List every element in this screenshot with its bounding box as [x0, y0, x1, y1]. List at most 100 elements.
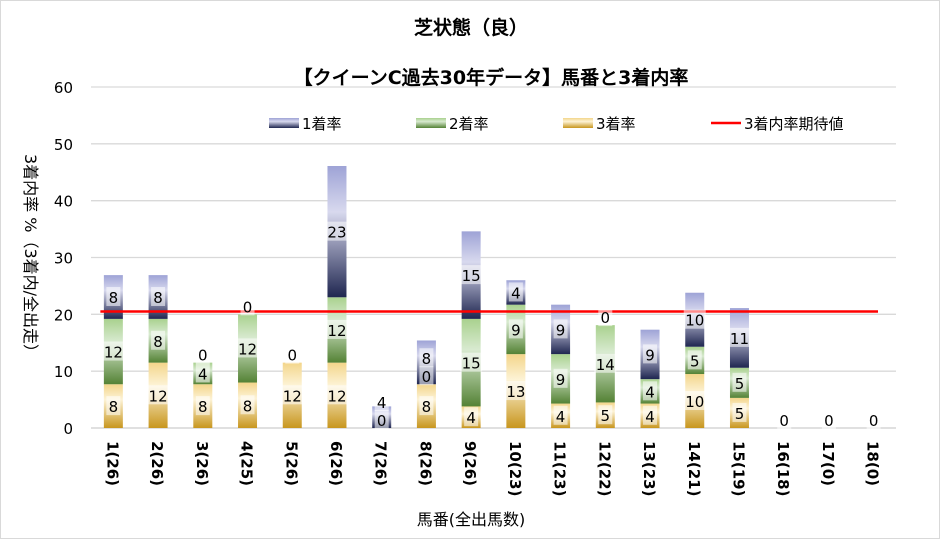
data-label: 8	[422, 398, 432, 416]
data-label: 0	[869, 412, 879, 430]
data-label: 0	[824, 412, 834, 430]
data-label: 8	[243, 397, 253, 415]
data-label-bg	[777, 410, 792, 429]
data-label-bg	[151, 330, 166, 350]
data-label-bg	[821, 410, 836, 429]
data-label: 12	[149, 387, 168, 405]
data-label-bg	[195, 344, 210, 364]
y-axis-label: 3着内率 %（3着内/全出走）	[21, 154, 40, 360]
data-label: 0	[779, 412, 789, 430]
data-label-bg	[281, 385, 304, 405]
data-label-bg	[687, 350, 702, 370]
data-label: 10	[685, 393, 704, 411]
data-label-bg	[643, 381, 658, 401]
data-label: 0	[422, 368, 432, 386]
data-label: 0	[243, 298, 253, 316]
data-label: 9	[556, 321, 566, 339]
legend-label: 3着率	[596, 115, 636, 133]
data-label: 12	[327, 387, 346, 405]
data-label: 9	[645, 346, 655, 364]
data-label-bg	[236, 338, 259, 358]
data-label: 9	[556, 371, 566, 389]
data-label: 5	[735, 405, 745, 423]
data-label-bg	[419, 396, 434, 416]
data-label: 5	[735, 375, 745, 393]
chart-subtitle: 【クイーンC過去30年データ】馬番と3着内率	[294, 66, 689, 89]
y-tick-label: 20	[54, 306, 73, 324]
data-label: 0	[198, 347, 208, 365]
y-axis-ticks: 0 10 20 30 40 50 60	[54, 79, 73, 438]
data-label: 10	[685, 312, 704, 330]
data-label-bg	[419, 366, 434, 386]
data-label-bg	[728, 327, 751, 347]
data-label: 12	[283, 387, 302, 405]
data-label: 4	[466, 409, 476, 427]
legend-label: 1着率	[302, 115, 342, 133]
x-tick-label: 13(23)	[640, 441, 658, 496]
data-label-bg	[598, 307, 613, 327]
data-label: 4	[645, 408, 655, 426]
data-label-bg	[464, 407, 479, 427]
data-label: 23	[327, 224, 346, 242]
data-label-bg	[866, 410, 881, 429]
data-label: 11	[730, 330, 749, 348]
data-label: 4	[511, 284, 521, 302]
data-label-bg	[240, 296, 255, 316]
data-label: 4	[198, 365, 208, 383]
data-label-bg	[147, 385, 170, 405]
chart-title: 芝状態（良）	[414, 16, 528, 39]
x-tick-label: 18(0)	[864, 441, 882, 486]
data-label: 9	[511, 321, 521, 339]
x-tick-label: 12(22)	[595, 441, 613, 496]
data-label: 15	[462, 267, 481, 285]
data-label-bg	[508, 282, 523, 302]
y-tick-label: 10	[54, 363, 73, 381]
data-label: 4	[556, 408, 566, 426]
data-label-bg	[195, 363, 210, 383]
x-tick-label: 2(26)	[148, 441, 166, 486]
data-label-bg	[504, 381, 527, 401]
x-tick-label: 1(26)	[103, 441, 121, 486]
y-tick-label: 0	[63, 420, 73, 438]
data-label: 5	[690, 352, 700, 370]
x-tick-label: 17(0)	[819, 441, 837, 486]
data-label: 0	[601, 309, 611, 327]
x-tick-label: 4(25)	[238, 441, 256, 486]
data-label: 8	[109, 398, 119, 416]
data-label-bg	[508, 319, 523, 339]
legend-swatch	[563, 118, 593, 128]
x-tick-label: 10(23)	[506, 441, 524, 496]
data-label-bg	[643, 344, 658, 364]
y-tick-label: 60	[54, 79, 73, 97]
data-label: 8	[422, 350, 432, 368]
data-label-bg	[325, 221, 348, 241]
data-label: 4	[377, 394, 387, 412]
data-label: 12	[327, 322, 346, 340]
data-label-bg	[732, 372, 747, 392]
x-tick-label: 3(26)	[193, 441, 211, 486]
x-tick-label: 11(23)	[551, 441, 569, 496]
data-label: 8	[198, 398, 208, 416]
data-label: 15	[462, 355, 481, 373]
data-label: 13	[506, 383, 525, 401]
x-axis-ticks: 1(26) 2(26) 3(26) 4(25) 5(26) 6(26) 7(26) 8(26)…	[103, 441, 881, 496]
legend-swatch	[269, 118, 299, 128]
gridlines	[91, 86, 896, 429]
legend-label: 3着内率期待値	[744, 115, 844, 133]
x-tick-label: 16(18)	[774, 441, 792, 496]
data-label: 0	[377, 412, 387, 430]
data-label-bg	[598, 405, 613, 425]
data-label: 12	[238, 340, 257, 358]
x-axis-label: 馬番(全出馬数)	[417, 510, 526, 529]
legend: 1着率 2着率 3着率 3着内率期待値	[269, 115, 844, 133]
data-label: 5	[601, 407, 611, 425]
legend-swatch	[416, 118, 446, 128]
data-label-bg	[643, 405, 658, 425]
x-tick-label: 9(26)	[461, 441, 479, 486]
data-label: 4	[645, 383, 655, 401]
data-label-bg	[240, 395, 255, 415]
data-label-bg	[195, 396, 210, 416]
